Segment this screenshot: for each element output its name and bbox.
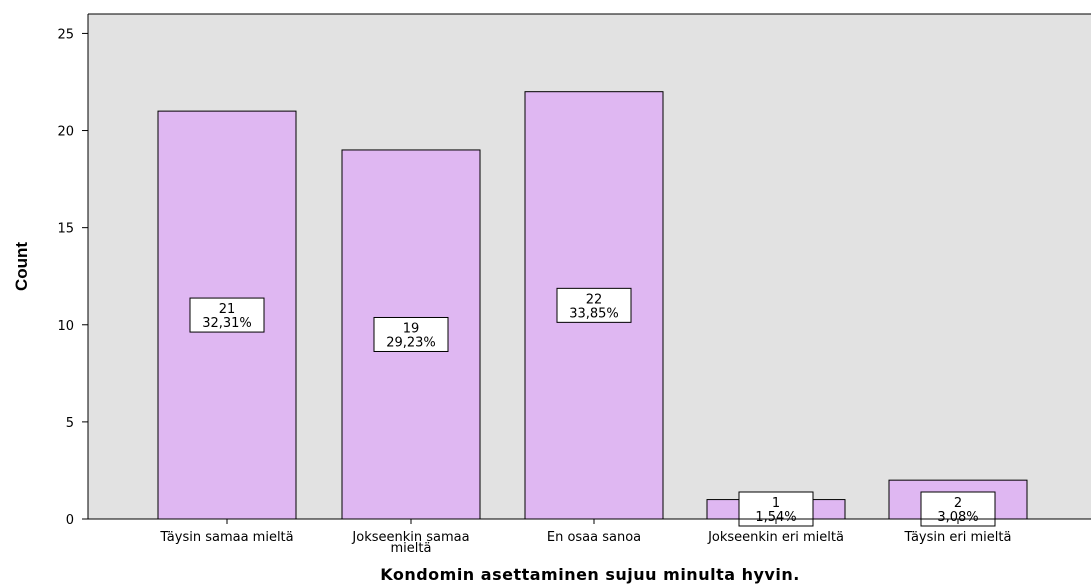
y-tick-label: 15: [57, 222, 74, 237]
x-tick-label: Täysin samaa mieltä: [159, 530, 293, 545]
data-label-percent: 3,08%: [937, 510, 978, 525]
x-axis-title: Kondomin asettaminen sujuu minulta hyvin…: [380, 565, 800, 584]
x-axis: Täysin samaa mieltä Jokseenkin samaamielt…: [88, 518, 1091, 556]
data-label-box: [189, 297, 265, 333]
y-tick-label: 5: [66, 416, 74, 431]
data-label-percent: 32,31%: [202, 316, 252, 331]
y-axis: 0 5 10 15 20 25: [57, 13, 1091, 528]
data-label-count: 2: [954, 496, 962, 511]
y-tick-label: 20: [57, 125, 74, 140]
data-label-box: [373, 316, 449, 352]
data-label-percent: 29,23%: [386, 335, 436, 350]
y-tick-label: 0: [66, 513, 74, 528]
x-tick-label: En osaa sanoa: [547, 530, 641, 545]
data-label-count: 19: [403, 321, 420, 336]
x-tick-label: Jokseenkin samaa: [351, 530, 469, 545]
data-label-box: [556, 287, 632, 323]
x-tick-label: Jokseenkin eri mieltä: [707, 530, 844, 545]
data-label-count: 22: [586, 292, 603, 307]
data-label-count: 1: [772, 496, 780, 511]
data-label-percent: 1,54%: [755, 510, 796, 525]
y-axis-title: Count: [12, 242, 31, 291]
x-tick-label: Täysin eri mieltä: [904, 530, 1012, 545]
x-tick-label: mieltä: [391, 541, 432, 556]
data-label-count: 21: [219, 302, 236, 317]
data-label-percent: 33,85%: [569, 306, 619, 321]
y-tick-label: 25: [57, 27, 74, 42]
y-tick-label: 10: [57, 319, 74, 334]
